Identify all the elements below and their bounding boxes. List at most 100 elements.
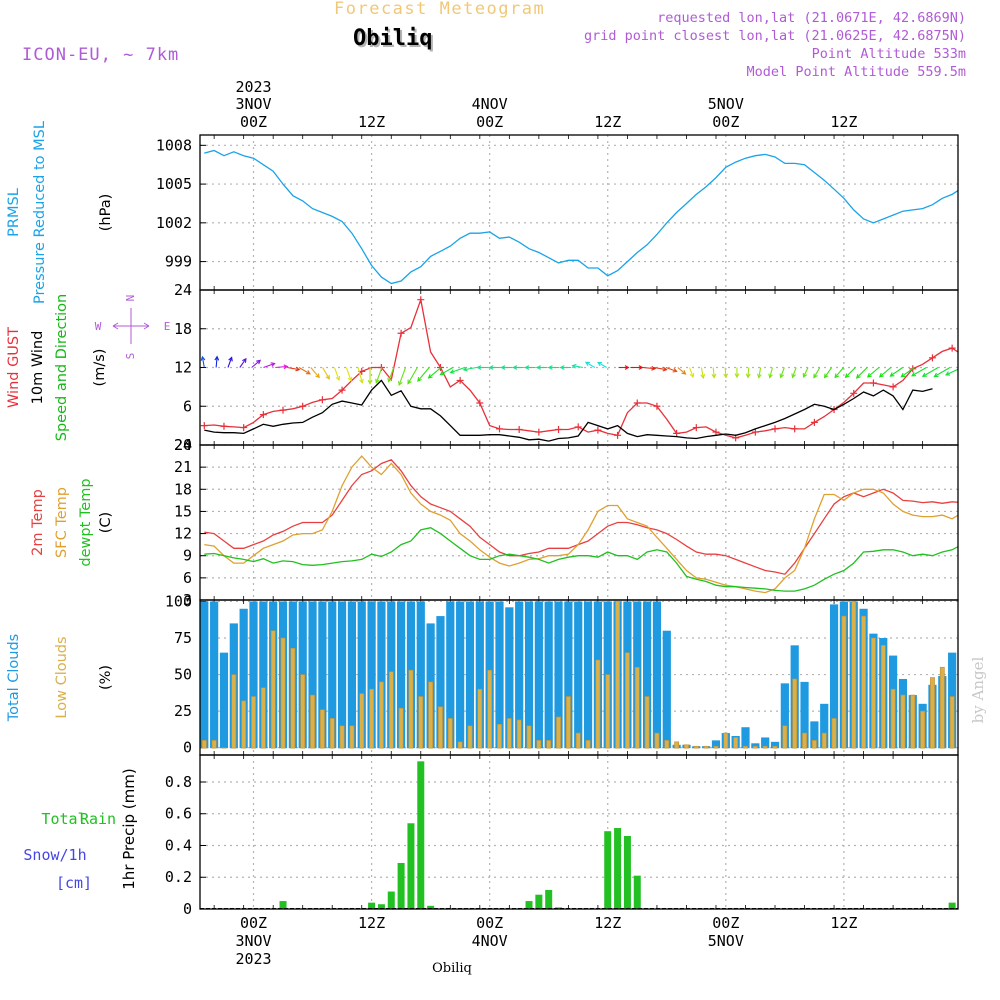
wind-arrow-20 — [428, 367, 442, 379]
wind-arrow-head-1 — [214, 355, 220, 361]
panel-frame-0 — [199, 134, 959, 291]
wind-arrow-7 — [287, 366, 300, 371]
low-cloud-bar-58 — [772, 745, 778, 749]
low-cloud-bar-65 — [841, 615, 847, 749]
total-cloud-bar-27 — [465, 601, 475, 749]
gust-marker-30 — [496, 425, 503, 433]
low-cloud-bar-55 — [743, 745, 748, 749]
ytick-label-1-1: 6 — [183, 397, 192, 415]
wind-arrow-head-12 — [347, 376, 353, 382]
gust-marker-4 — [240, 424, 248, 432]
precip-unit-label: 1hr Precip (mm) — [120, 768, 138, 889]
wind-arrow-58 — [879, 367, 892, 378]
wind-arrow-46 — [747, 367, 750, 378]
wind-arrow-66 — [970, 368, 986, 374]
total-cloud-bar-12 — [318, 601, 327, 749]
wind-arrow-head-63 — [933, 372, 939, 378]
wind-arrow-head-10 — [325, 374, 330, 380]
total-cloud-bar-4 — [239, 608, 248, 749]
gust-marker-38 — [574, 423, 582, 431]
wind-arrow-head-8 — [305, 370, 311, 375]
wind-arrow-55 — [845, 367, 856, 378]
low-cloud-bar-57 — [762, 745, 768, 749]
top-time-label-1: 12Z — [358, 113, 385, 131]
ytick-label-4-3: 0.6 — [165, 805, 192, 823]
low-cloud-bar-45 — [644, 696, 650, 749]
wind-arrow-head-14 — [367, 379, 373, 385]
wind-arrow-43 — [712, 367, 715, 378]
forecast-title: Forecast Meteogram — [334, 0, 546, 19]
low-cloud-bar-18 — [379, 681, 384, 749]
gust-marker-44 — [633, 399, 641, 407]
low-cloud-bar-62 — [811, 740, 817, 749]
top-time-label-2: 00Z — [476, 113, 503, 131]
wind-arrow-head-66 — [970, 370, 974, 374]
gust-marker-40 — [594, 426, 602, 434]
rain-bar-4 — [397, 862, 405, 909]
panel-label-1-2: Speed and Direction — [54, 294, 70, 441]
low-cloud-bar-61 — [802, 732, 807, 749]
ytick-label-1-0: 0 — [183, 436, 192, 454]
wind-arrow-head-20 — [427, 373, 433, 379]
series-line-1-0 — [204, 297, 958, 439]
bottom-time-label-1: 12Z — [358, 914, 385, 932]
total-cloud-bar-30 — [495, 601, 504, 749]
total-cloud-bar-20 — [397, 601, 406, 749]
wind-arrow-head-65 — [957, 373, 958, 374]
wind-arrow-head-42 — [700, 374, 706, 380]
ytick-label-2-6: 21 — [174, 458, 192, 476]
wind-arrow-10 — [322, 367, 330, 380]
wind-arrow-62 — [922, 367, 939, 377]
ytick-label-3-1: 25 — [174, 702, 192, 720]
rain-bar-10 — [545, 889, 553, 909]
gust-marker-10 — [299, 402, 307, 410]
wind-arrow-head-61 — [911, 372, 917, 377]
ytick-label-0-2: 1005 — [156, 175, 192, 193]
wind-arrow-head-56 — [855, 373, 861, 379]
low-cloud-bar-29 — [487, 669, 493, 749]
low-cloud-bar-70 — [890, 688, 896, 749]
wind-arrow-head-29 — [536, 365, 542, 370]
wind-arrow-head-39 — [672, 368, 678, 373]
panel-label-0-1: Pressure Reduced to MSL — [32, 121, 48, 304]
wind-arrow-head-57 — [866, 372, 872, 378]
bottom-time-label-3: 12Z — [594, 914, 621, 932]
compass-e: E — [164, 320, 171, 333]
wind-arrow-head-45 — [734, 373, 740, 379]
bottom-date-label-2: 4NOV — [472, 932, 508, 950]
bottom-time-label-0: 00Z — [240, 914, 267, 932]
total-cloud-bar-28 — [475, 601, 484, 749]
wind-arrow-33 — [585, 361, 596, 368]
wind-arrow-head-48 — [768, 373, 773, 379]
total-cloud-bar-36 — [554, 601, 563, 749]
ytick-label-2-3: 12 — [174, 525, 192, 543]
wind-arrow-head-32 — [571, 363, 577, 369]
wind-arrow-head-68 — [992, 369, 996, 373]
low-cloud-bar-79 — [980, 740, 984, 748]
gust-marker-76 — [948, 344, 956, 352]
total-cloud-bar-55 — [741, 727, 750, 749]
low-cloud-bar-40 — [595, 659, 601, 749]
total-cloud-bar-33 — [524, 601, 534, 749]
wind-arrow-4 — [251, 359, 261, 368]
low-cloud-bar-44 — [634, 666, 640, 749]
wind-arrow-3 — [239, 358, 247, 368]
low-cloud-bar-77 — [960, 682, 964, 748]
low-cloud-bar-16 — [359, 693, 365, 749]
wind-arrow-head-46 — [745, 373, 751, 379]
wind-arrow-head-28 — [524, 365, 530, 370]
wind-arrow-37 — [642, 366, 656, 370]
wind-arrow-head-41 — [689, 373, 695, 379]
wind-arrow-head-43 — [711, 373, 717, 379]
snow-unit-label: [cm] — [56, 874, 92, 892]
wind-arrow-head-64 — [945, 371, 951, 376]
top-time-label-4: 00Z — [712, 113, 739, 131]
rain-bar-14 — [623, 835, 631, 909]
gust-marker-56 — [751, 428, 759, 436]
total-cloud-bar-24 — [436, 616, 445, 749]
bottom-date-label-4: 5NOV — [708, 932, 744, 950]
wind-arrow-head-27 — [512, 365, 518, 370]
credit-label: by Angel — [969, 656, 987, 723]
low-cloud-bar-31 — [506, 718, 512, 749]
ytick-label-3-3: 75 — [174, 629, 192, 647]
